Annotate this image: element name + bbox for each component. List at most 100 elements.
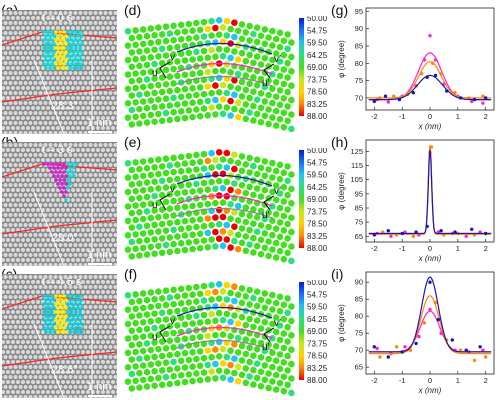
atom-marker: [166, 116, 174, 124]
atom-marker: [276, 29, 284, 37]
atom-marker: [253, 302, 261, 310]
panel-label-d: (d): [124, 2, 142, 18]
atom-marker: [253, 214, 261, 221]
atom-marker: [246, 51, 253, 59]
atom-marker: [170, 286, 177, 294]
atom-marker: [147, 289, 155, 296]
atom-marker: [276, 161, 284, 169]
atom-marker: [128, 209, 136, 217]
x-tick-label: 0: [428, 244, 432, 253]
atom-marker: [219, 316, 227, 324]
atom-marker: [215, 89, 223, 96]
atom-marker: [272, 93, 280, 100]
atom-marker: [143, 311, 151, 318]
atom-marker: [128, 181, 136, 188]
atom-marker: [132, 363, 139, 370]
atom-marker: [124, 364, 132, 371]
atom-marker: [200, 47, 208, 55]
atom-marker: [284, 74, 291, 81]
atom-marker: [261, 172, 269, 180]
atom-marker: [139, 55, 147, 62]
atom-marker: [212, 53, 219, 61]
colorbar-tick-label: 73.75: [307, 75, 328, 84]
atom-marker: [280, 359, 288, 366]
atom-marker: [151, 339, 158, 346]
atom-marker: [143, 164, 151, 172]
atom-marker: [253, 374, 261, 382]
atom-marker: [238, 210, 246, 218]
y-axis-label: φ (degree): [337, 304, 346, 342]
atom-marker: [136, 252, 143, 259]
atom-marker: [139, 244, 147, 252]
atom-marker: [147, 200, 155, 207]
atom-marker: [193, 34, 200, 41]
atom-marker: [288, 53, 295, 61]
atom-marker: [155, 288, 162, 295]
plot-frame: [365, 139, 495, 243]
atom-marker: [269, 114, 276, 121]
atom-marker: [147, 82, 155, 90]
u-axis-label: u: [152, 200, 158, 211]
atom-marker: [231, 91, 238, 98]
atom-marker: [269, 291, 276, 299]
atom-marker: [139, 158, 147, 165]
atom-marker: [193, 19, 200, 27]
data-point: [422, 321, 427, 325]
atom-marker: [246, 94, 253, 102]
atom-marker: [170, 226, 177, 234]
atom-marker: [234, 217, 242, 224]
atom-marker: [132, 70, 139, 77]
atom-marker: [155, 213, 162, 221]
atom-marker: [136, 120, 143, 127]
atom-marker: [158, 323, 166, 331]
y-tick-label: 95: [355, 7, 363, 16]
atom-marker: [253, 185, 261, 192]
atom-marker: [147, 303, 155, 311]
atom-marker: [231, 33, 238, 41]
atom-marker: [128, 166, 136, 174]
data-point: [414, 341, 418, 346]
atom-marker: [166, 337, 174, 344]
atom-marker: [189, 334, 196, 342]
atom-marker: [189, 217, 196, 224]
atom-marker: [158, 235, 166, 242]
atom-marker: [288, 39, 295, 46]
atom-marker: [219, 331, 227, 338]
atom-marker: [280, 198, 288, 205]
atom-marker: [242, 379, 250, 387]
atom-marker: [181, 217, 189, 225]
atom-marker: [185, 152, 193, 160]
atom-marker: [272, 386, 280, 393]
atom-marker: [208, 353, 215, 361]
atom-marker: [185, 92, 193, 100]
atom-marker: [250, 30, 257, 38]
colorbar-tick-label: 69.00: [307, 327, 328, 336]
atom-marker: [147, 229, 155, 236]
data-point: [383, 94, 388, 98]
atom-marker: [272, 299, 280, 307]
atom-marker: [223, 236, 231, 243]
atom-marker: [174, 247, 181, 255]
atom-marker: [143, 104, 151, 112]
atom-marker: [136, 312, 143, 319]
atom-marker: [170, 80, 177, 87]
atom-marker: [196, 98, 204, 106]
atom-marker: [257, 104, 265, 112]
atom-marker: [174, 293, 181, 300]
fit-curve: [368, 144, 492, 235]
atom-marker: [276, 307, 284, 315]
atom-marker: [219, 360, 227, 367]
atom-marker: [166, 102, 174, 109]
atom-marker: [185, 35, 193, 42]
data-point: [439, 331, 443, 335]
colorbar-tick-label: 88.00: [307, 244, 328, 252]
atom-marker: [158, 338, 166, 345]
atom-marker: [174, 175, 181, 183]
atom-marker: [242, 336, 250, 343]
atom-marker: [223, 104, 231, 111]
atom-marker: [189, 188, 196, 195]
atom-marker: [212, 288, 219, 296]
atom-marker: [242, 204, 250, 211]
atom-marker: [284, 367, 291, 374]
atom-marker: [265, 209, 272, 216]
